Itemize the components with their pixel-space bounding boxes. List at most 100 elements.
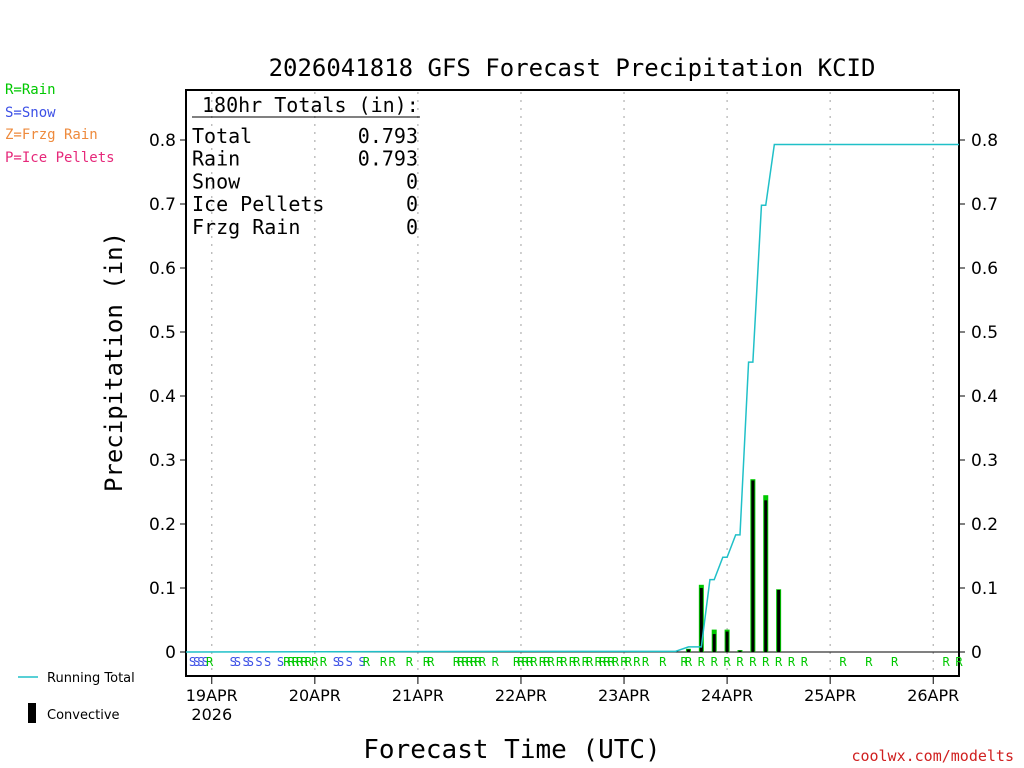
ptype-marker: R [775,655,783,669]
ptype-marker: R [736,655,744,669]
ptype-marker: R [595,655,603,669]
ptype-marker: S [202,655,209,669]
ptype-marker: R [474,655,482,669]
ptype-legend-item: R=Rain [5,82,56,98]
ptype-marker: R [363,655,371,669]
totals-row-value: 0 [406,215,418,239]
y-tick-label-right: 0.5 [971,323,998,343]
convective-bar [751,480,755,652]
ptype-marker: R [569,655,577,669]
ptype-marker: R [698,655,706,669]
ptype-marker: R [942,655,950,669]
x-tick-sublabel: 2026 [191,705,232,724]
ptype-marker: S [277,655,284,669]
ptype-marker: S [255,655,262,669]
y-tick-label-left: 0.4 [149,387,176,407]
ptype-marker: R [305,655,313,669]
totals-row-label: Ice Pellets [192,192,324,216]
totals-row-value: 0 [406,192,418,216]
chart-title: 2026041818 GFS Forecast Precipitation KC… [269,54,876,82]
totals-row-label: Snow [192,169,241,193]
ptype-marker: R [522,655,530,669]
ptype-marker: S [337,655,344,669]
ptype-marker: R [801,655,809,669]
line-legend: Running Total Convective [18,671,135,723]
ptype-marker: R [526,655,534,669]
ptype-marker: S [358,655,365,669]
y-tick-label-left: 0.5 [149,323,176,343]
y-tick-label-left: 0.6 [149,259,176,279]
ptype-marker: R [530,655,538,669]
ptype-marker: R [625,655,633,669]
ptype-marker: R [762,655,770,669]
ptype-marker: S [333,655,340,669]
ptype-marker: R [389,655,397,669]
ptype-marker: R [292,655,300,669]
ptype-marker: R [711,655,719,669]
ptype-marker: R [427,655,435,669]
convective-bar [777,589,781,652]
ptype-marker: R [479,655,487,669]
ptype-marker: R [320,655,328,669]
y-axis-ticks: 0 00.1 0.10.2 0.20.3 0.30.4 0.40.5 0.50.6 0.60.… [149,131,998,663]
ptype-marker: R [685,655,693,669]
x-tick-label: 22APR [495,686,547,705]
y-tick-label-right: 0.8 [971,131,998,151]
y-tick-label-left: 0.2 [149,515,176,535]
ptype-marker: R [620,655,628,669]
y-tick-label-left: 0.7 [149,195,176,215]
ptype-marker: R [599,655,607,669]
ptype-marker: R [300,655,308,669]
x-tick-label: 26APR [907,686,959,705]
ptype-marker: R [492,655,500,669]
y-tick-label-right: 0.7 [971,195,998,215]
y-tick-label-left: 0 [165,643,176,663]
y-axis-label: Precipitation (in) [100,232,128,492]
ptype-marker: R [749,655,757,669]
y-tick-label-right: 0 [971,643,982,663]
y-tick-label-left: 0.8 [149,131,176,151]
ptype-marker: R [723,655,731,669]
ptype-marker: S [234,655,241,669]
ptype-marker: R [517,655,525,669]
convective-legend-swatch [28,703,36,723]
y-tick-label-right: 0.3 [971,451,998,471]
x-tick-label: 24APR [701,686,753,705]
ptype-marker: R [543,655,551,669]
ptype-marker: R [556,655,564,669]
totals-row-value: 0 [406,169,418,193]
y-tick-label-right: 0.6 [971,259,998,279]
y-tick-label-left: 0.1 [149,579,176,599]
totals-title: 180hr Totals (in): [202,93,419,117]
ptype-marker: R [582,655,590,669]
ptype-marker: R [891,655,899,669]
ptype-marker: R [206,655,214,669]
convective-bar [725,631,729,652]
x-axis-label: Forecast Time (UTC) [363,735,660,765]
ptype-marker: S [243,655,250,669]
totals-row-value: 0.793 [358,147,418,171]
totals-row-value: 0.793 [358,124,418,148]
ptype-marker: R [288,655,296,669]
y-tick-label-right: 0.1 [971,579,998,599]
ptype-marker: R [423,655,431,669]
convective-bar [699,588,703,652]
ptype-marker: R [466,655,474,669]
ptype-legend-item: Z=Frzg Rain [5,127,98,144]
ptype-marker: R [462,655,470,669]
ptype-marker: R [681,655,689,669]
ptype-marker: R [539,655,547,669]
ptype-marker: S [247,655,254,669]
ptype-marker: S [193,655,200,669]
vertical-gridlines [211,92,934,675]
ptype-marker: R [865,655,873,669]
x-tick-label: 19APR [186,686,238,705]
ptype-marker: R [453,655,461,669]
ptype-legend-item: S=Snow [5,104,56,121]
ptype-marker: S [197,655,204,669]
x-tick-label: 23APR [598,686,650,705]
totals-box: 180hr Totals (in): Total 0.793 Rain 0.793 Sn… [192,93,420,239]
ptype-marker: R [547,655,555,669]
